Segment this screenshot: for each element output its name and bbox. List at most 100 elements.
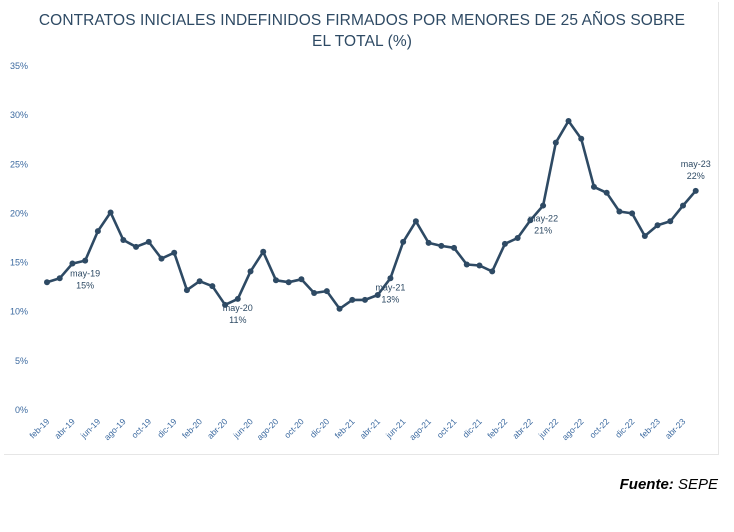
data-point xyxy=(425,239,432,246)
chart-title-line-1: CONTRATOS INICIALES INDEFINIDOS FIRMADOS… xyxy=(38,12,686,29)
source-note: Fuente: SEPE xyxy=(620,476,718,493)
data-label-value: 22% xyxy=(687,171,705,181)
y-tick-label: 15% xyxy=(10,258,28,268)
data-point xyxy=(272,277,279,284)
data-point xyxy=(501,240,508,247)
x-tick-label: ago-21 xyxy=(407,416,433,442)
x-tick-label: jun-22 xyxy=(536,416,561,441)
x-tick-label: feb-23 xyxy=(638,416,662,440)
data-point xyxy=(145,238,152,245)
data-point xyxy=(209,283,216,290)
data-point xyxy=(489,268,496,275)
x-tick-label: abr-23 xyxy=(663,416,688,441)
x-tick-label: feb-19 xyxy=(27,416,51,440)
data-point xyxy=(183,287,190,294)
data-point xyxy=(412,218,419,225)
data-point xyxy=(667,218,674,225)
data-point xyxy=(158,255,165,262)
x-tick-label: feb-20 xyxy=(180,416,204,440)
x-tick-label: ago-19 xyxy=(102,416,128,442)
data-label-value: 13% xyxy=(381,294,399,304)
data-point xyxy=(311,290,318,297)
y-tick-label: 20% xyxy=(10,208,28,218)
data-point xyxy=(463,261,470,268)
data-point xyxy=(387,275,394,282)
data-label-value: 11% xyxy=(229,315,246,325)
x-tick-label: dic-20 xyxy=(308,416,332,440)
data-point xyxy=(616,208,623,215)
data-label-date: may-23 xyxy=(681,159,711,169)
data-point xyxy=(578,135,585,142)
data-point xyxy=(680,202,686,209)
data-point xyxy=(362,296,368,303)
data-point xyxy=(69,260,76,267)
data-point xyxy=(247,268,254,275)
data-label-date: may-20 xyxy=(223,303,253,313)
line-chart: 0% 5% 10% 15% 20% 25% 30% 35% feb-19 abr-19 jun-19… xyxy=(10,61,711,442)
x-tick-label: feb-22 xyxy=(485,416,509,440)
y-tick-label: 30% xyxy=(10,110,28,120)
x-tick-label: abr-19 xyxy=(52,416,77,441)
x-tick-label: dic-22 xyxy=(613,416,637,440)
data-point xyxy=(222,301,229,308)
chart-title-line-2: EL TOTAL (%) xyxy=(312,33,412,50)
source-label: Fuente: xyxy=(619,476,674,493)
data-label-date: may-21 xyxy=(375,282,405,292)
source-value: SEPE xyxy=(677,476,718,493)
data-point xyxy=(641,233,648,240)
data-point xyxy=(56,275,63,282)
x-tick-label: abr-21 xyxy=(358,416,383,441)
x-tick-label: dic-19 xyxy=(155,416,179,440)
data-point xyxy=(133,243,140,250)
data-point xyxy=(590,183,597,190)
data-point xyxy=(171,249,178,256)
data-label-value: 15% xyxy=(76,281,94,291)
y-tick-label: 25% xyxy=(10,159,28,169)
data-point xyxy=(514,235,521,241)
data-point xyxy=(603,189,610,196)
data-point xyxy=(336,305,343,312)
x-tick-label: oct-20 xyxy=(282,416,306,440)
data-point xyxy=(400,238,407,245)
y-tick-label: 35% xyxy=(10,61,28,71)
data-label-date: may-22 xyxy=(528,214,558,224)
data-point xyxy=(565,118,572,125)
x-tick-label: jun-20 xyxy=(230,416,255,441)
data-point xyxy=(107,209,114,216)
x-tick-label: ago-20 xyxy=(255,416,281,442)
data-point xyxy=(629,210,636,217)
series-line xyxy=(45,119,698,311)
x-tick-label: abr-22 xyxy=(510,416,535,441)
data-point xyxy=(540,202,547,209)
data-label-value: 21% xyxy=(534,226,552,236)
chart-title: CONTRATOS INICIALES INDEFINIDOS FIRMADOS… xyxy=(12,10,712,52)
x-tick-label: oct-21 xyxy=(435,416,459,440)
data-point xyxy=(552,139,559,146)
data-point xyxy=(120,236,127,243)
x-tick-label: oct-22 xyxy=(587,416,611,440)
data-point xyxy=(438,242,445,249)
data-label-date: may-19 xyxy=(70,269,100,279)
x-tick-label: dic-21 xyxy=(460,416,484,440)
data-point xyxy=(692,187,699,194)
y-tick-label: 5% xyxy=(15,356,28,366)
x-tick-label: abr-20 xyxy=(205,416,230,441)
data-point xyxy=(349,296,356,303)
data-point xyxy=(285,279,292,286)
data-point xyxy=(527,217,534,224)
chart-panel: CONTRATOS INICIALES INDEFINIDOS FIRMADOS… xyxy=(4,2,719,455)
y-tick-label: 0% xyxy=(15,405,28,415)
data-point xyxy=(44,279,50,286)
data-point xyxy=(94,228,101,235)
data-point xyxy=(476,262,483,269)
data-point xyxy=(234,295,241,302)
data-point xyxy=(374,292,381,299)
x-tick-label: oct-19 xyxy=(129,416,153,440)
data-point xyxy=(260,248,267,255)
data-point xyxy=(298,276,305,283)
data-point xyxy=(323,288,330,295)
y-tick-label: 10% xyxy=(10,307,28,317)
x-tick-label: feb-21 xyxy=(333,416,357,440)
data-point xyxy=(654,222,661,229)
x-tick-label: jun-19 xyxy=(78,416,103,441)
